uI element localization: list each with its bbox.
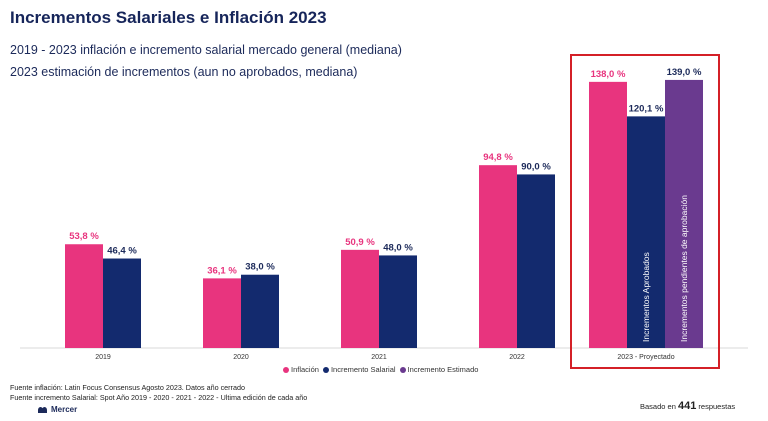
bar-incremento-salarial-2020 [241,274,279,348]
responses-count: 441 [677,400,697,412]
x-tick-label-2020: 2020 [233,354,249,361]
data-label-incremento-salarial-2020: 38,0 % [245,262,275,273]
data-label-inflacion-2020: 36,1 % [207,265,237,276]
x-tick-label-2021: 2021 [371,354,387,361]
legend-item-incremento-salarial: Incremento Salarial [322,365,396,374]
chart-subtitle-1: 2019 - 2023 inflación e incremento salar… [10,43,402,57]
source-note-salary: Fuente incremento Salarial: Spot Año 201… [10,393,308,402]
mercer-logo-icon [38,406,48,413]
data-label-inflacion-2023-proyectado: 138,0 % [591,69,626,80]
chart-subtitle-2: 2023 estimación de incrementos (aun no a… [10,65,358,79]
brand-logo: Mercer [38,405,77,414]
source-note-inflation: Fuente inflación: Latin Focus Consensus … [10,383,245,392]
bar-annotation-incremento-salarial-2023-proyectado: Incrementos Aprobados [641,252,651,342]
bar-incremento-salarial-2021 [379,255,417,348]
highlight-box [570,54,720,369]
bar-inflacion-2023-proyectado [589,81,627,348]
chart-legend: Inflación Incremento Salarial Incremento… [283,365,478,374]
legend-swatch-incremento-estimado [399,366,406,373]
chart-title: Incrementos Salariales e Inflación 2023 [10,8,327,27]
data-label-inflacion-2022: 94,8 % [483,152,513,163]
responses-suffix: respuestas [698,402,736,411]
data-label-incremento-salarial-2022: 90,0 % [521,161,551,172]
legend-item-incremento-estimado: Incremento Estimado [399,365,479,374]
bar-inflacion-2021 [341,249,379,348]
legend-item-inflacion: Inflación [283,365,319,374]
legend-swatch-inflacion [283,366,289,373]
legend-label-incremento-estimado: Incremento Estimado [407,365,479,374]
legend-label-inflacion: Inflación [291,365,319,374]
x-tick-label-2023-proyectado: 2023 - Proyectado [617,354,674,361]
data-label-inflacion-2021: 50,9 % [345,237,375,248]
data-label-incremento-salarial-2019: 46,4 % [107,246,137,257]
bar-inflacion-2019 [65,244,103,348]
bar-annotation-incremento-estimado-2023-proyectado: Incrementos pendientes de aprobación [679,195,689,342]
bar-incremento-estimado-2023-proyectado [665,79,703,348]
bar-inflacion-2022 [479,165,517,348]
legend-swatch-incremento-salarial [322,366,329,373]
data-label-incremento-estimado-2023-proyectado: 139,0 % [667,67,702,78]
data-label-incremento-salarial-2021: 48,0 % [383,242,413,253]
legend-label-incremento-salarial: Incremento Salarial [330,365,396,374]
responses-note: Basado en 441 respuestas [640,400,735,412]
data-label-inflacion-2019: 53,8 % [69,231,99,242]
bar-incremento-salarial-2022 [517,174,555,348]
x-tick-label-2019: 2019 [95,354,111,361]
data-label-incremento-salarial-2023-proyectado: 120,1 % [629,103,664,114]
brand-name: Mercer [51,405,78,414]
x-tick-label-2022: 2022 [509,354,525,361]
bar-incremento-salarial-2023-proyectado [627,116,665,348]
responses-prefix: Basado en [640,402,676,411]
bar-inflacion-2020 [203,278,241,348]
bar-incremento-salarial-2019 [103,258,141,348]
